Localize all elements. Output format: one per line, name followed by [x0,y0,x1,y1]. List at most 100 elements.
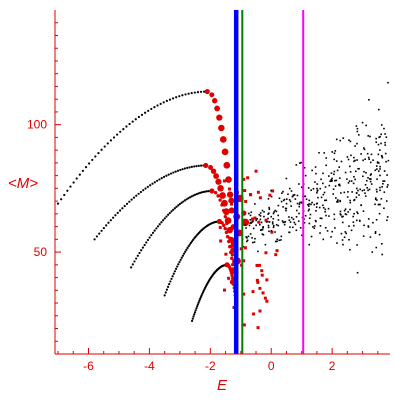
cloud-point [339,210,342,213]
cloud-point [284,220,287,223]
red-marker [219,192,226,199]
curve-point [130,198,133,201]
curve-point [192,194,195,197]
red-marker [210,168,217,174]
red-marker [227,239,231,244]
red-marker [242,259,246,263]
cloud-point [367,176,369,179]
red-marker [271,189,275,193]
curve-point [130,266,133,269]
cloud-point [365,124,367,127]
red-marker [228,197,235,204]
cloud-point [369,135,371,138]
curve-point [159,102,162,105]
cloud-point [384,133,386,135]
cloud-point [382,180,384,182]
cloud-point [282,206,284,208]
red-marker [227,276,231,280]
cloud-point [274,240,277,243]
curve-point [60,198,63,201]
cloud-point [344,208,347,211]
cloud-point [308,208,310,211]
curve-point [162,101,165,104]
cloud-point [325,214,327,217]
cloud-point [356,130,359,133]
red-marker [252,312,256,316]
cloud-point [378,212,381,215]
curve-point [134,118,137,121]
curve-point [179,258,182,261]
cloud-point [338,184,340,186]
curve-point [143,111,147,114]
red-marker [230,273,234,278]
curve-point [200,294,203,297]
red-marker [229,244,233,248]
cloud-point [386,216,389,218]
curve-point [167,173,170,176]
curve-point [190,319,194,322]
curve-point [194,309,197,312]
cloud-point [248,212,250,215]
cloud-point [387,81,389,84]
cloud-point [298,212,300,215]
cloud-point [357,212,359,215]
red-marker [253,216,257,220]
curve-point [168,211,171,215]
cloud-point [320,217,323,220]
cloud-point [379,149,381,151]
cloud-point [353,156,355,159]
cloud-point [288,231,290,234]
cloud-point [356,187,358,190]
cloud-point [341,239,344,241]
x-axis-label: E [217,377,228,394]
curve-point [150,107,153,111]
cloud-point [345,232,347,235]
cloud-point [305,198,308,200]
cloud-point [385,200,388,202]
curve-point [114,214,117,217]
curve-point [166,285,170,288]
cloud-point [363,148,366,151]
cloud-point [376,199,378,201]
curve-point [135,194,138,197]
cloud-point [264,243,267,246]
red-marker [214,105,221,112]
curve-point [140,249,143,252]
cloud-point [374,232,377,235]
red-marker [209,92,215,98]
curve-point [136,254,139,257]
cloud-point [364,192,366,194]
cloud-point [288,219,291,222]
curve-point [193,193,197,196]
cloud-point [324,186,327,188]
cloud-point [337,201,339,203]
curve-point [191,317,194,320]
curve-point [162,175,166,178]
cloud-point [376,178,378,180]
cloud-point [328,175,330,177]
cloud-point [379,168,381,170]
curve-point [163,217,166,220]
curve-point [180,201,183,204]
cloud-point [346,178,348,180]
curve-point [195,307,198,310]
curve-point [196,305,199,308]
red-marker [217,185,224,192]
curve-point [156,225,160,228]
cloud-point [343,209,346,212]
cloud-point [331,179,333,182]
red-marker [256,190,260,194]
cloud-point [316,187,318,190]
curve-point [178,95,181,98]
curve-point [161,219,165,222]
cloud-point [368,188,371,191]
cloud-point [322,206,325,209]
cloud-point [314,219,317,222]
curve-point [97,151,100,155]
curve-point [181,254,185,257]
cloud-point [357,167,359,170]
cloud-point [258,213,261,216]
curve-point [188,243,191,246]
curve-point [184,93,187,96]
cloud-point [356,211,358,213]
